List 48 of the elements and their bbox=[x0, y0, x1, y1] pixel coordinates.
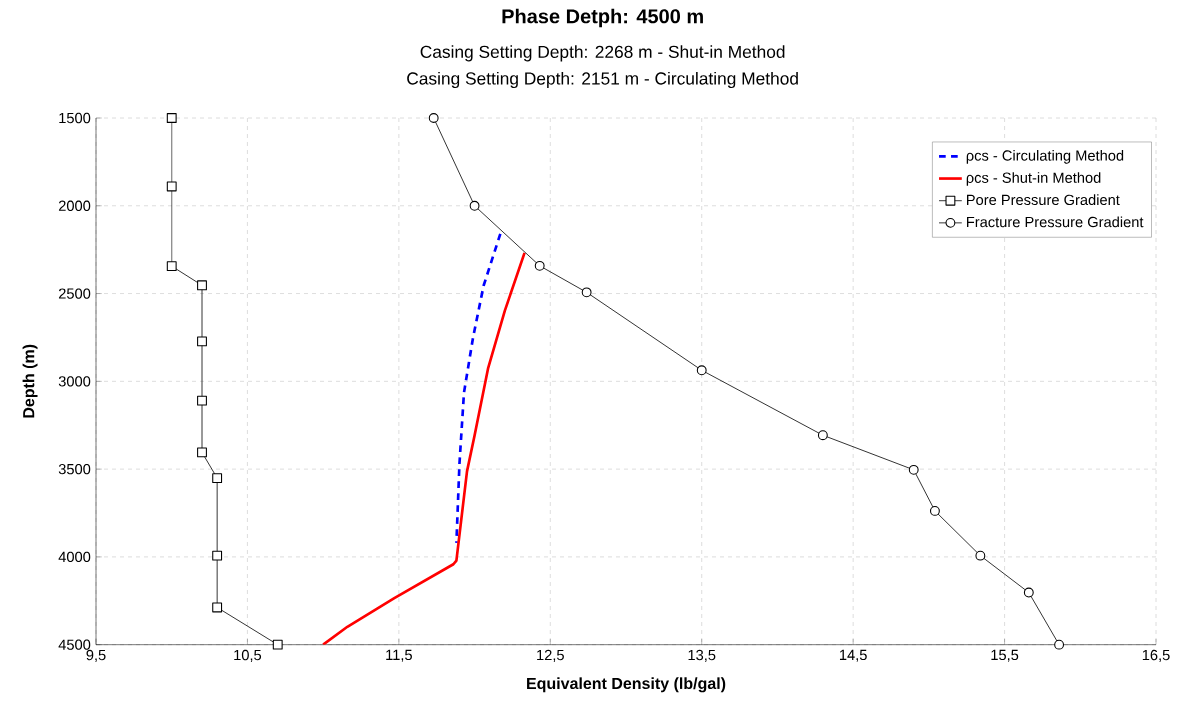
x-tick-label: 13,5 bbox=[688, 649, 716, 662]
legend-label: ρcs - Shut-in Method bbox=[966, 172, 1101, 186]
point bbox=[197, 280, 207, 291]
point bbox=[1023, 587, 1034, 598]
point bbox=[272, 639, 283, 650]
x-tick-label: 10,5 bbox=[234, 649, 262, 662]
y-tick-label: 3000 bbox=[58, 376, 91, 387]
point bbox=[428, 113, 439, 123]
text: Casing Setting Depth: 2151 m - Circulating Method bbox=[407, 71, 798, 89]
point bbox=[1054, 639, 1065, 650]
point bbox=[166, 181, 177, 192]
y-tick-label: 4500 bbox=[58, 639, 91, 650]
y-tick-label: 4000 bbox=[58, 551, 91, 563]
x-tick-label: 9,5 bbox=[86, 649, 106, 662]
point bbox=[908, 464, 919, 475]
point bbox=[166, 113, 177, 123]
x-tick-label: 16,5 bbox=[1142, 649, 1170, 662]
x-tick-label: 12,5 bbox=[537, 649, 564, 662]
y-tick-label: 2000 bbox=[58, 200, 91, 211]
chart-subtitle: Casing Setting Depth: 2268 m - Shut-in Method bbox=[420, 45, 785, 62]
point bbox=[197, 336, 207, 347]
point bbox=[469, 200, 480, 211]
x-tick-label: 14,5 bbox=[839, 649, 867, 662]
legend-label: Fracture Pressure Gradient bbox=[967, 216, 1144, 228]
point bbox=[212, 602, 223, 613]
line-series bbox=[455, 232, 502, 545]
x-axis-title: Equivalent Density (lb/gal) bbox=[527, 677, 726, 693]
legend-label: ρcs - Circulating Method bbox=[966, 149, 1124, 164]
y-tick-label: 3500 bbox=[58, 463, 91, 475]
line-series bbox=[321, 251, 526, 645]
point bbox=[696, 365, 707, 376]
point bbox=[975, 550, 986, 561]
point bbox=[212, 473, 223, 484]
point bbox=[534, 260, 545, 271]
y-axis-title: Depth (m) bbox=[22, 344, 38, 418]
x-tick-label: 15,5 bbox=[991, 649, 1019, 662]
chart-title: Phase Detph: 4500 m bbox=[502, 8, 703, 28]
y-tick-label: 1500 bbox=[59, 112, 91, 124]
point bbox=[929, 505, 940, 516]
x-tick-label: 11,5 bbox=[386, 649, 412, 662]
point bbox=[166, 261, 177, 272]
point bbox=[197, 447, 207, 458]
point bbox=[212, 550, 223, 561]
legend-label: Pore Pressure Gradient bbox=[967, 194, 1120, 206]
point bbox=[817, 430, 828, 441]
y-tick-label: 2500 bbox=[58, 288, 91, 299]
point bbox=[581, 287, 592, 298]
point bbox=[197, 395, 207, 406]
